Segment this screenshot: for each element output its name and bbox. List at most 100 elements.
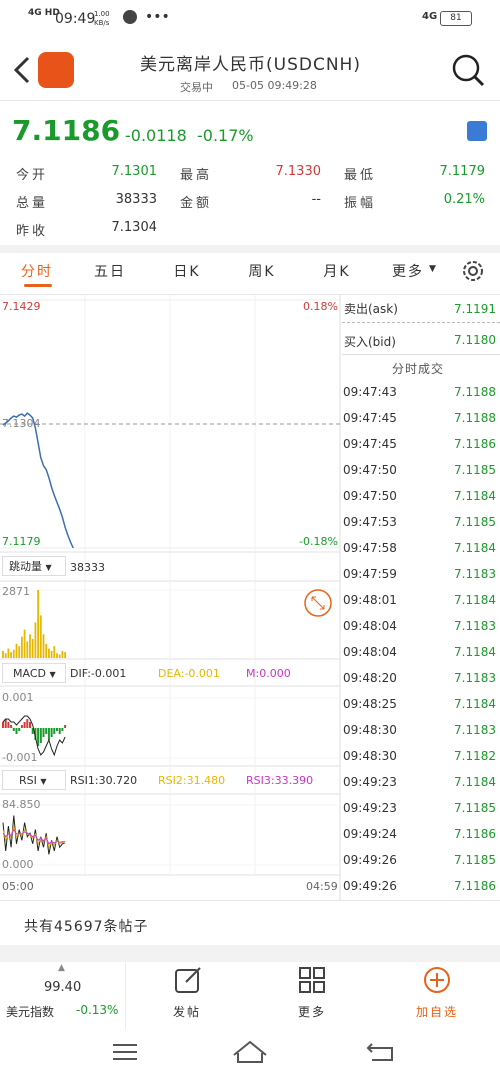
stat-label: 今开 (16, 168, 49, 183)
stat-value: 0.21% (443, 192, 485, 207)
divider (0, 100, 500, 101)
post-icon (175, 967, 201, 993)
macd-bar (56, 728, 58, 731)
dif-line (2, 715, 66, 757)
expand-icon (311, 596, 325, 610)
signal: 4G (422, 11, 438, 22)
search-button[interactable] (450, 52, 486, 88)
expand-button[interactable] (304, 589, 332, 617)
stat-value: 7.1304 (111, 220, 158, 235)
trade-time: 09:48:20 (343, 671, 397, 685)
trade-price: 7.1185 (454, 853, 496, 867)
bottom-item[interactable]: 发帖 (172, 1005, 201, 1019)
bid-label: 买入(bid) (344, 335, 396, 349)
y-tick-label: 7.1179 (2, 535, 41, 548)
stat-label: 金额 (180, 196, 213, 211)
macd-bar (64, 725, 67, 728)
rsi-selector[interactable]: RSI ▼ (2, 770, 66, 790)
stat-value: 7.1179 (439, 164, 486, 179)
settings-button[interactable] (460, 258, 486, 284)
ask-label: 卖出(ask) (344, 302, 398, 316)
price: 7.1186 (12, 114, 121, 147)
trade-time: 09:49:23 (343, 775, 397, 789)
volume-bar (7, 648, 10, 658)
rsi-line (2, 828, 66, 845)
trade-time: 09:48:25 (343, 697, 397, 711)
info-icon[interactable] (467, 121, 487, 141)
bottom-item[interactable]: 加自选 (415, 1005, 458, 1019)
tab[interactable]: 五日 (94, 264, 126, 280)
trade-time: 09:47:53 (343, 515, 397, 529)
divider (0, 900, 500, 901)
add-icon (424, 967, 450, 993)
volume-bar (50, 650, 53, 658)
macd-bar (4, 719, 7, 728)
tab[interactable]: 日K (173, 264, 201, 280)
trade-time: 09:47:45 (343, 411, 397, 425)
trade-price: 7.1183 (454, 619, 496, 633)
volume-bar (23, 629, 26, 658)
rsi2: RSI2:31.480 (158, 774, 226, 787)
divider (342, 354, 500, 355)
volume-bar (48, 648, 50, 658)
volume-bar (37, 590, 39, 658)
volume-bar (53, 646, 56, 658)
macd-bar (37, 728, 40, 746)
tab[interactable]: 月K (323, 264, 351, 280)
macd-bar (15, 728, 18, 734)
tab[interactable]: 分时 (21, 264, 53, 280)
macd-bar (58, 728, 61, 734)
stat-value: 7.1330 (275, 164, 322, 179)
divider (0, 294, 500, 295)
change: -0.0118 (125, 126, 187, 145)
volume-bar (29, 634, 31, 658)
divider (342, 322, 500, 323)
macd-bar (42, 728, 45, 737)
trade-time: 09:48:04 (343, 645, 397, 659)
macd-selector[interactable]: MACD ▼ (2, 663, 66, 683)
posts[interactable]: 共有45697条帖子 (24, 919, 149, 935)
macd-bar (47, 728, 50, 740)
volume-bar (58, 654, 61, 658)
rsi3: RSI3:33.390 (246, 774, 314, 787)
stat-label: 振幅 (344, 196, 377, 211)
macd-bar (29, 722, 31, 728)
trade-price: 7.1182 (454, 749, 496, 763)
y-tick-label: 84.850 (2, 798, 41, 811)
macd-bar (12, 728, 15, 731)
trade-time: 09:47:43 (343, 385, 397, 399)
volume-bar (64, 652, 66, 658)
change-pct: -0.17% (197, 126, 254, 145)
volume-bar (2, 650, 4, 658)
back-button[interactable] (10, 55, 34, 85)
macd-dif: DIF:-0.001 (70, 667, 127, 680)
stat-label: 最高 (180, 168, 213, 183)
tab[interactable]: 周K (248, 264, 276, 280)
volume-bar (61, 650, 64, 658)
macd-bar (2, 722, 4, 728)
volume-bar (18, 646, 21, 658)
volume-selector[interactable]: 跳动量 ▼ (2, 556, 66, 576)
volume-bar (42, 634, 45, 658)
trade-price: 7.1183 (454, 567, 496, 581)
separator (0, 945, 500, 962)
trade-price: 7.1184 (454, 593, 496, 607)
trade-status: 交易中 (180, 81, 213, 94)
trade-time: 09:49:26 (343, 853, 397, 867)
trade-time: 09:48:04 (343, 619, 397, 633)
stat-label: 总量 (16, 196, 49, 211)
tab[interactable]: 更多 (392, 264, 424, 280)
trade-price: 7.1186 (454, 437, 496, 451)
trade-time: 09:49:23 (343, 801, 397, 815)
index-change: -0.13% (76, 1003, 119, 1017)
stat-value: 38333 (115, 192, 157, 207)
tab-underline (24, 284, 52, 287)
macd-bar (18, 728, 21, 731)
trade-price: 7.1183 (454, 671, 496, 685)
more-icon (299, 967, 325, 993)
macd-m: M:0.000 (246, 667, 291, 680)
bottom-item[interactable]: 更多 (297, 1005, 326, 1019)
pct-label: -0.18% (299, 535, 338, 548)
volume-bar (10, 652, 12, 658)
clock: 09:49 (55, 11, 96, 27)
